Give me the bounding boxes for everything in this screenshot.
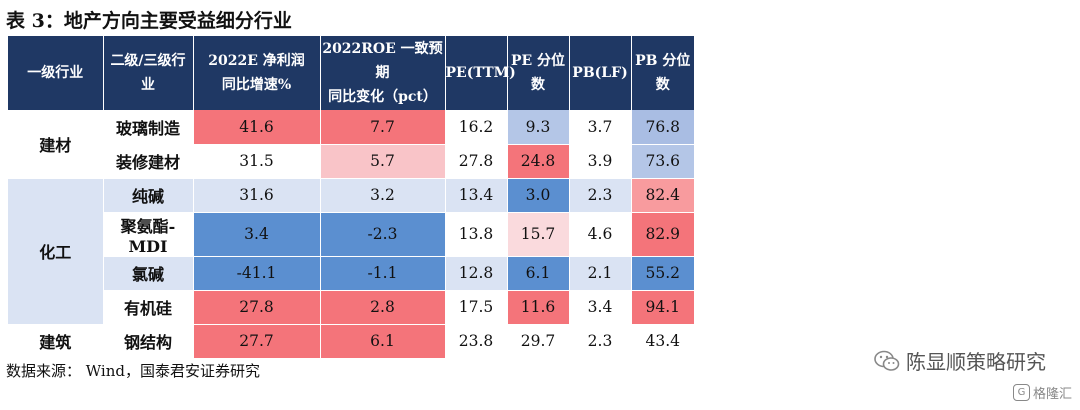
value-cell: 43.4 bbox=[630, 324, 694, 359]
value-cell: 13.4 bbox=[444, 178, 507, 213]
value-cell: 2.1 bbox=[568, 256, 631, 291]
data-table: 一级行业 二级/三级行业 2022E 净利润 同比增速% 2022ROE 一致预期 同比变… bbox=[8, 36, 694, 359]
header-cell: 2022E 净利润 同比增速% bbox=[192, 36, 320, 110]
header-cell: PB 分位数 bbox=[630, 36, 694, 110]
header-line: 2022E 净利润 bbox=[208, 53, 305, 69]
table-row: 建筑 钢结构 27.7 6.1 23.8 29.7 2.3 43.4 bbox=[8, 324, 694, 359]
header-cell: PE 分位数 bbox=[506, 36, 569, 110]
value-cell: 3.7 bbox=[568, 110, 631, 145]
value-cell: 82.9 bbox=[630, 212, 694, 257]
value-cell: 23.8 bbox=[444, 324, 507, 359]
value-cell: 13.8 bbox=[444, 212, 507, 257]
value-cell: 3.0 bbox=[506, 178, 569, 213]
table-row: 化工 纯碱 31.6 3.2 13.4 3.0 2.3 82.4 bbox=[8, 178, 694, 325]
level2-industry-cell: 玻璃制造 bbox=[102, 110, 193, 145]
value-cell: 31.6 bbox=[192, 178, 320, 213]
watermark-text: 陈显顺策略研究 bbox=[906, 350, 1046, 374]
value-cell: 16.2 bbox=[444, 110, 507, 145]
logo-watermark: G 格隆汇 bbox=[1012, 383, 1072, 402]
value-cell: 2.3 bbox=[568, 324, 631, 359]
header-subline: 同比增速% bbox=[221, 77, 292, 93]
header-cell: 一级行业 bbox=[8, 36, 103, 110]
header-cell: PB(LF) bbox=[568, 36, 631, 110]
value-cell: 3.4 bbox=[192, 212, 320, 257]
value-cell: 11.6 bbox=[506, 290, 569, 325]
value-cell: 7.7 bbox=[319, 110, 445, 145]
value-cell: 2.3 bbox=[568, 178, 631, 213]
table-row: 装修建材 31.5 5.7 27.8 24.8 3.9 73.6 bbox=[8, 144, 694, 179]
table-row: 有机硅 27.8 2.8 17.5 11.6 3.4 94.1 bbox=[8, 290, 694, 325]
value-cell: 82.4 bbox=[630, 178, 694, 213]
value-cell: 24.8 bbox=[506, 144, 569, 179]
value-cell: 27.8 bbox=[192, 290, 320, 325]
value-cell: 73.6 bbox=[630, 144, 694, 179]
value-cell: -1.1 bbox=[319, 256, 445, 291]
table-title: 表 3：地产方向主要受益细分行业 bbox=[6, 10, 292, 32]
source-note: 数据来源： Wind，国泰君安证券研究 bbox=[6, 362, 260, 380]
level2-industry-cell: 钢结构 bbox=[102, 324, 193, 359]
header-line: PE(TTM) bbox=[445, 65, 516, 81]
value-cell: 4.6 bbox=[568, 212, 631, 257]
wechat-icon bbox=[874, 350, 900, 371]
value-cell: 5.7 bbox=[319, 144, 445, 179]
header-cell: 二级/三级行业 bbox=[102, 36, 193, 110]
watermark: 陈显顺策略研究 bbox=[874, 346, 1046, 375]
value-cell: 29.7 bbox=[506, 324, 569, 359]
value-cell: 3.4 bbox=[568, 290, 631, 325]
table-row: 聚氨酯-MDI 3.4 -2.3 13.8 15.7 4.6 82.9 bbox=[8, 212, 694, 257]
table-body: 建材 玻璃制造 41.6 7.7 16.2 9.3 3.7 76.8 装修建材 31.5 5.7 27… bbox=[8, 110, 694, 359]
level2-industry-cell: 纯碱 bbox=[102, 178, 193, 213]
level2-industry-cell: 有机硅 bbox=[102, 290, 193, 325]
level1-industry-cell: 建材 bbox=[8, 110, 103, 179]
value-cell: 27.7 bbox=[192, 324, 320, 359]
value-cell: 6.1 bbox=[319, 324, 445, 359]
value-cell: 3.2 bbox=[319, 178, 445, 213]
value-cell: 55.2 bbox=[630, 256, 694, 291]
header-line: PE 分位数 bbox=[510, 53, 566, 93]
value-cell: -41.1 bbox=[192, 256, 320, 291]
value-cell: 27.8 bbox=[444, 144, 507, 179]
level1-industry-cell: 建筑 bbox=[8, 324, 103, 359]
level2-industry-cell: 聚氨酯-MDI bbox=[102, 212, 193, 257]
value-cell: 94.1 bbox=[630, 290, 694, 325]
level2-industry-cell: 装修建材 bbox=[102, 144, 193, 179]
table-row: 氯碱 -41.1 -1.1 12.8 6.1 2.1 55.2 bbox=[8, 256, 694, 291]
value-cell: 3.9 bbox=[568, 144, 631, 179]
header-cell: 2022ROE 一致预期同比变化（pct） bbox=[319, 36, 445, 110]
value-cell: 12.8 bbox=[444, 256, 507, 291]
header-subline: 同比变化（pct） bbox=[328, 89, 437, 105]
header-line: PB(LF) bbox=[572, 65, 628, 81]
header-cell: PE(TTM) bbox=[444, 36, 516, 110]
header-line: 2022ROE 一致预期 bbox=[322, 41, 443, 81]
logo-text: 格隆汇 bbox=[1032, 387, 1072, 402]
level1-industry-cell: 化工 bbox=[8, 178, 103, 325]
table-row: 建材 玻璃制造 41.6 7.7 16.2 9.3 3.7 76.8 bbox=[8, 110, 694, 179]
header-line: PB 分位数 bbox=[635, 53, 691, 93]
value-cell: 41.6 bbox=[192, 110, 320, 145]
value-cell: 2.8 bbox=[319, 290, 445, 325]
table-header: 一级行业 二级/三级行业 2022E 净利润 同比增速% 2022ROE 一致预期 同比变… bbox=[8, 36, 694, 110]
header-line: 二级/三级行业 bbox=[110, 53, 186, 93]
level2-industry-cell: 氯碱 bbox=[102, 256, 193, 291]
value-cell: 15.7 bbox=[506, 212, 569, 257]
value-cell: 31.5 bbox=[192, 144, 320, 179]
value-cell: -2.3 bbox=[319, 212, 445, 257]
value-cell: 6.1 bbox=[506, 256, 569, 291]
header-line: 一级行业 bbox=[27, 65, 84, 81]
value-cell: 17.5 bbox=[444, 290, 507, 325]
value-cell: 9.3 bbox=[506, 110, 569, 145]
logo-icon: G bbox=[1012, 384, 1030, 401]
value-cell: 76.8 bbox=[630, 110, 694, 145]
